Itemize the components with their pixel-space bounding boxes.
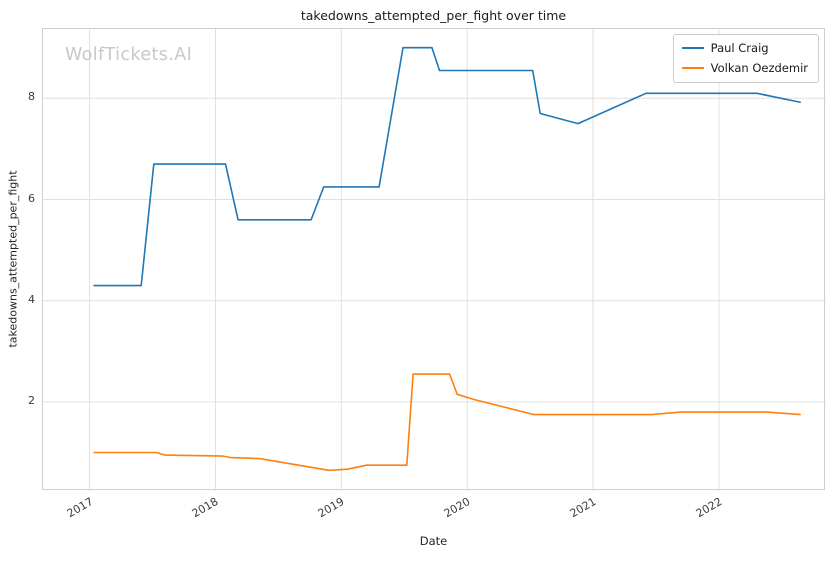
line-chart-canvas — [43, 29, 826, 491]
legend-label-paul-craig: Paul Craig — [710, 41, 769, 55]
volkan-oezdemir-line-icon — [681, 67, 704, 69]
x-axis-label: Date — [419, 534, 448, 548]
x-tick-label: 2022 — [693, 495, 725, 521]
plot-area: WolfTickets.AI Paul Craig Volkan Oezdemi… — [42, 28, 826, 491]
volkan-oezdemir-line — [93, 373, 801, 472]
x-tick-label: 2021 — [567, 495, 599, 521]
watermark: WolfTickets.AI — [65, 45, 193, 65]
x-tick-label: 2019 — [316, 495, 347, 521]
x-tick-label: 2018 — [190, 495, 221, 521]
paul-craig-line-icon — [681, 47, 704, 49]
legend: Paul Craig Volkan Oezdemir — [672, 34, 819, 83]
y-tick-label: 8 — [28, 90, 35, 104]
legend-label-volkan-oezdemir: Volkan Oezdemir — [710, 61, 808, 75]
y-tick-label: 2 — [28, 393, 35, 407]
chart-title: takedowns_attempted_per_fight over time — [300, 8, 567, 23]
x-tick-label: 2020 — [441, 495, 473, 521]
x-tick-label: 2017 — [64, 495, 96, 521]
y-axis-label: takedowns_attempted_per_fight — [6, 170, 20, 348]
paul-craig-line — [93, 46, 801, 287]
y-tick-label: 6 — [28, 191, 35, 205]
legend-item-volkan-oezdemir: Volkan Oezdemir — [681, 61, 808, 75]
legend-item-paul-craig: Paul Craig — [681, 41, 808, 55]
y-tick-label: 4 — [28, 292, 35, 306]
